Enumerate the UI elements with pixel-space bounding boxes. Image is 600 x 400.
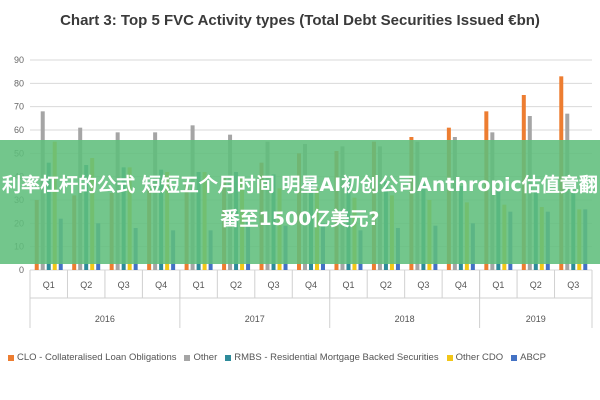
x-tick-label: Q3 <box>417 280 429 290</box>
y-tick-label: 60 <box>14 125 24 135</box>
x-tick-label: Q1 <box>43 280 55 290</box>
x-tick-label: Q3 <box>567 280 579 290</box>
legend-label: CLO - Collateralised Loan Obligations <box>17 352 177 363</box>
legend-label: Other <box>193 352 218 363</box>
x-tick-label: Q3 <box>118 280 130 290</box>
legend-swatch <box>225 354 232 361</box>
legend-swatch <box>8 354 14 361</box>
legend-label: RMBS - Residential Mortgage Backed Secur… <box>234 352 439 363</box>
legend-item: RMBS - Residential Mortgage Backed Secur… <box>225 352 439 363</box>
legend-item: CLO - Collateralised Loan Obligations <box>8 352 176 363</box>
legend-label: ABCP <box>520 352 546 363</box>
x-tick-label: Q4 <box>155 280 167 290</box>
x-tick-label: Q1 <box>492 280 504 290</box>
y-tick-label: 80 <box>14 78 24 88</box>
x-tick-label: Q2 <box>530 280 542 290</box>
legend-item: Other <box>184 352 217 363</box>
year-label: 2018 <box>395 314 415 324</box>
legend-swatch <box>446 354 453 361</box>
x-tick-label: Q4 <box>455 280 467 290</box>
year-label: 2016 <box>95 314 115 324</box>
legend-swatch <box>511 354 518 361</box>
y-tick-label: 0 <box>19 265 24 275</box>
x-tick-label: Q2 <box>380 280 392 290</box>
legend-label: Other CDO <box>455 352 504 363</box>
y-tick-label: 70 <box>14 102 24 112</box>
legend-swatch <box>184 354 191 361</box>
legend-item: ABCP <box>511 352 546 363</box>
x-tick-label: Q1 <box>193 280 205 290</box>
x-tick-label: Q4 <box>305 280 317 290</box>
x-tick-label: Q3 <box>268 280 280 290</box>
x-tick-label: Q1 <box>342 280 354 290</box>
chart-title: Chart 3: Top 5 FVC Activity types (Total… <box>60 12 540 29</box>
headline-overlay-banner[interactable]: 利率杠杆的公式 短短五个月时间 明星AI初创公司Anthropic估值竟翻番至1… <box>0 140 600 264</box>
x-tick-label: Q2 <box>80 280 92 290</box>
y-tick-label: 90 <box>14 55 24 65</box>
chart-legend: CLO - Collateralised Loan Obligations Oth… <box>8 352 598 363</box>
year-label: 2017 <box>245 314 265 324</box>
headline-overlay-text: 利率杠杆的公式 短短五个月时间 明星AI初创公司Anthropic估值竟翻番至1… <box>2 174 598 230</box>
year-label: 2019 <box>526 314 546 324</box>
legend-item: Other CDO <box>446 352 504 363</box>
x-tick-label: Q2 <box>230 280 242 290</box>
